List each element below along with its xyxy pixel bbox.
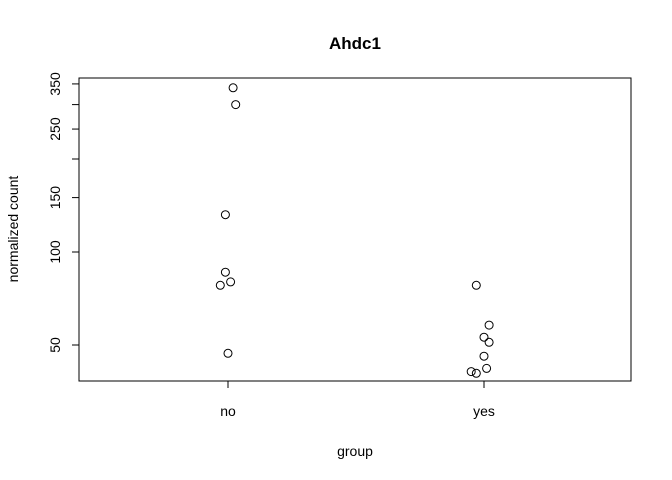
y-tick-label: 250 <box>47 117 63 141</box>
x-tick-label: no <box>220 403 236 419</box>
data-point <box>466 367 476 377</box>
y-tick-label: 350 <box>47 72 63 96</box>
x-axis: no yes <box>220 380 495 419</box>
plot-box <box>78 77 632 382</box>
data-point <box>231 100 241 110</box>
y-axis: 50 100 150 250 350 <box>47 72 80 353</box>
x-axis-label: group <box>337 443 373 459</box>
data-point <box>220 210 230 220</box>
x-tick-label: yes <box>473 403 495 419</box>
data-point <box>471 280 481 290</box>
data-point <box>471 368 481 378</box>
data-point <box>223 348 233 358</box>
data-point <box>479 351 489 361</box>
chart-title: Ahdc1 <box>329 34 381 53</box>
data-point <box>220 267 230 277</box>
data-point <box>226 277 236 287</box>
data-point <box>479 332 489 342</box>
y-tick-label: 50 <box>47 337 63 353</box>
data-point <box>484 337 494 347</box>
data-points <box>215 83 494 378</box>
data-point <box>484 320 494 330</box>
y-axis-label: normalized count <box>5 176 21 283</box>
data-point <box>215 280 225 290</box>
y-tick-label: 100 <box>47 240 63 264</box>
y-tick-label: 150 <box>47 186 63 210</box>
data-point <box>482 363 492 373</box>
data-point <box>228 83 238 93</box>
